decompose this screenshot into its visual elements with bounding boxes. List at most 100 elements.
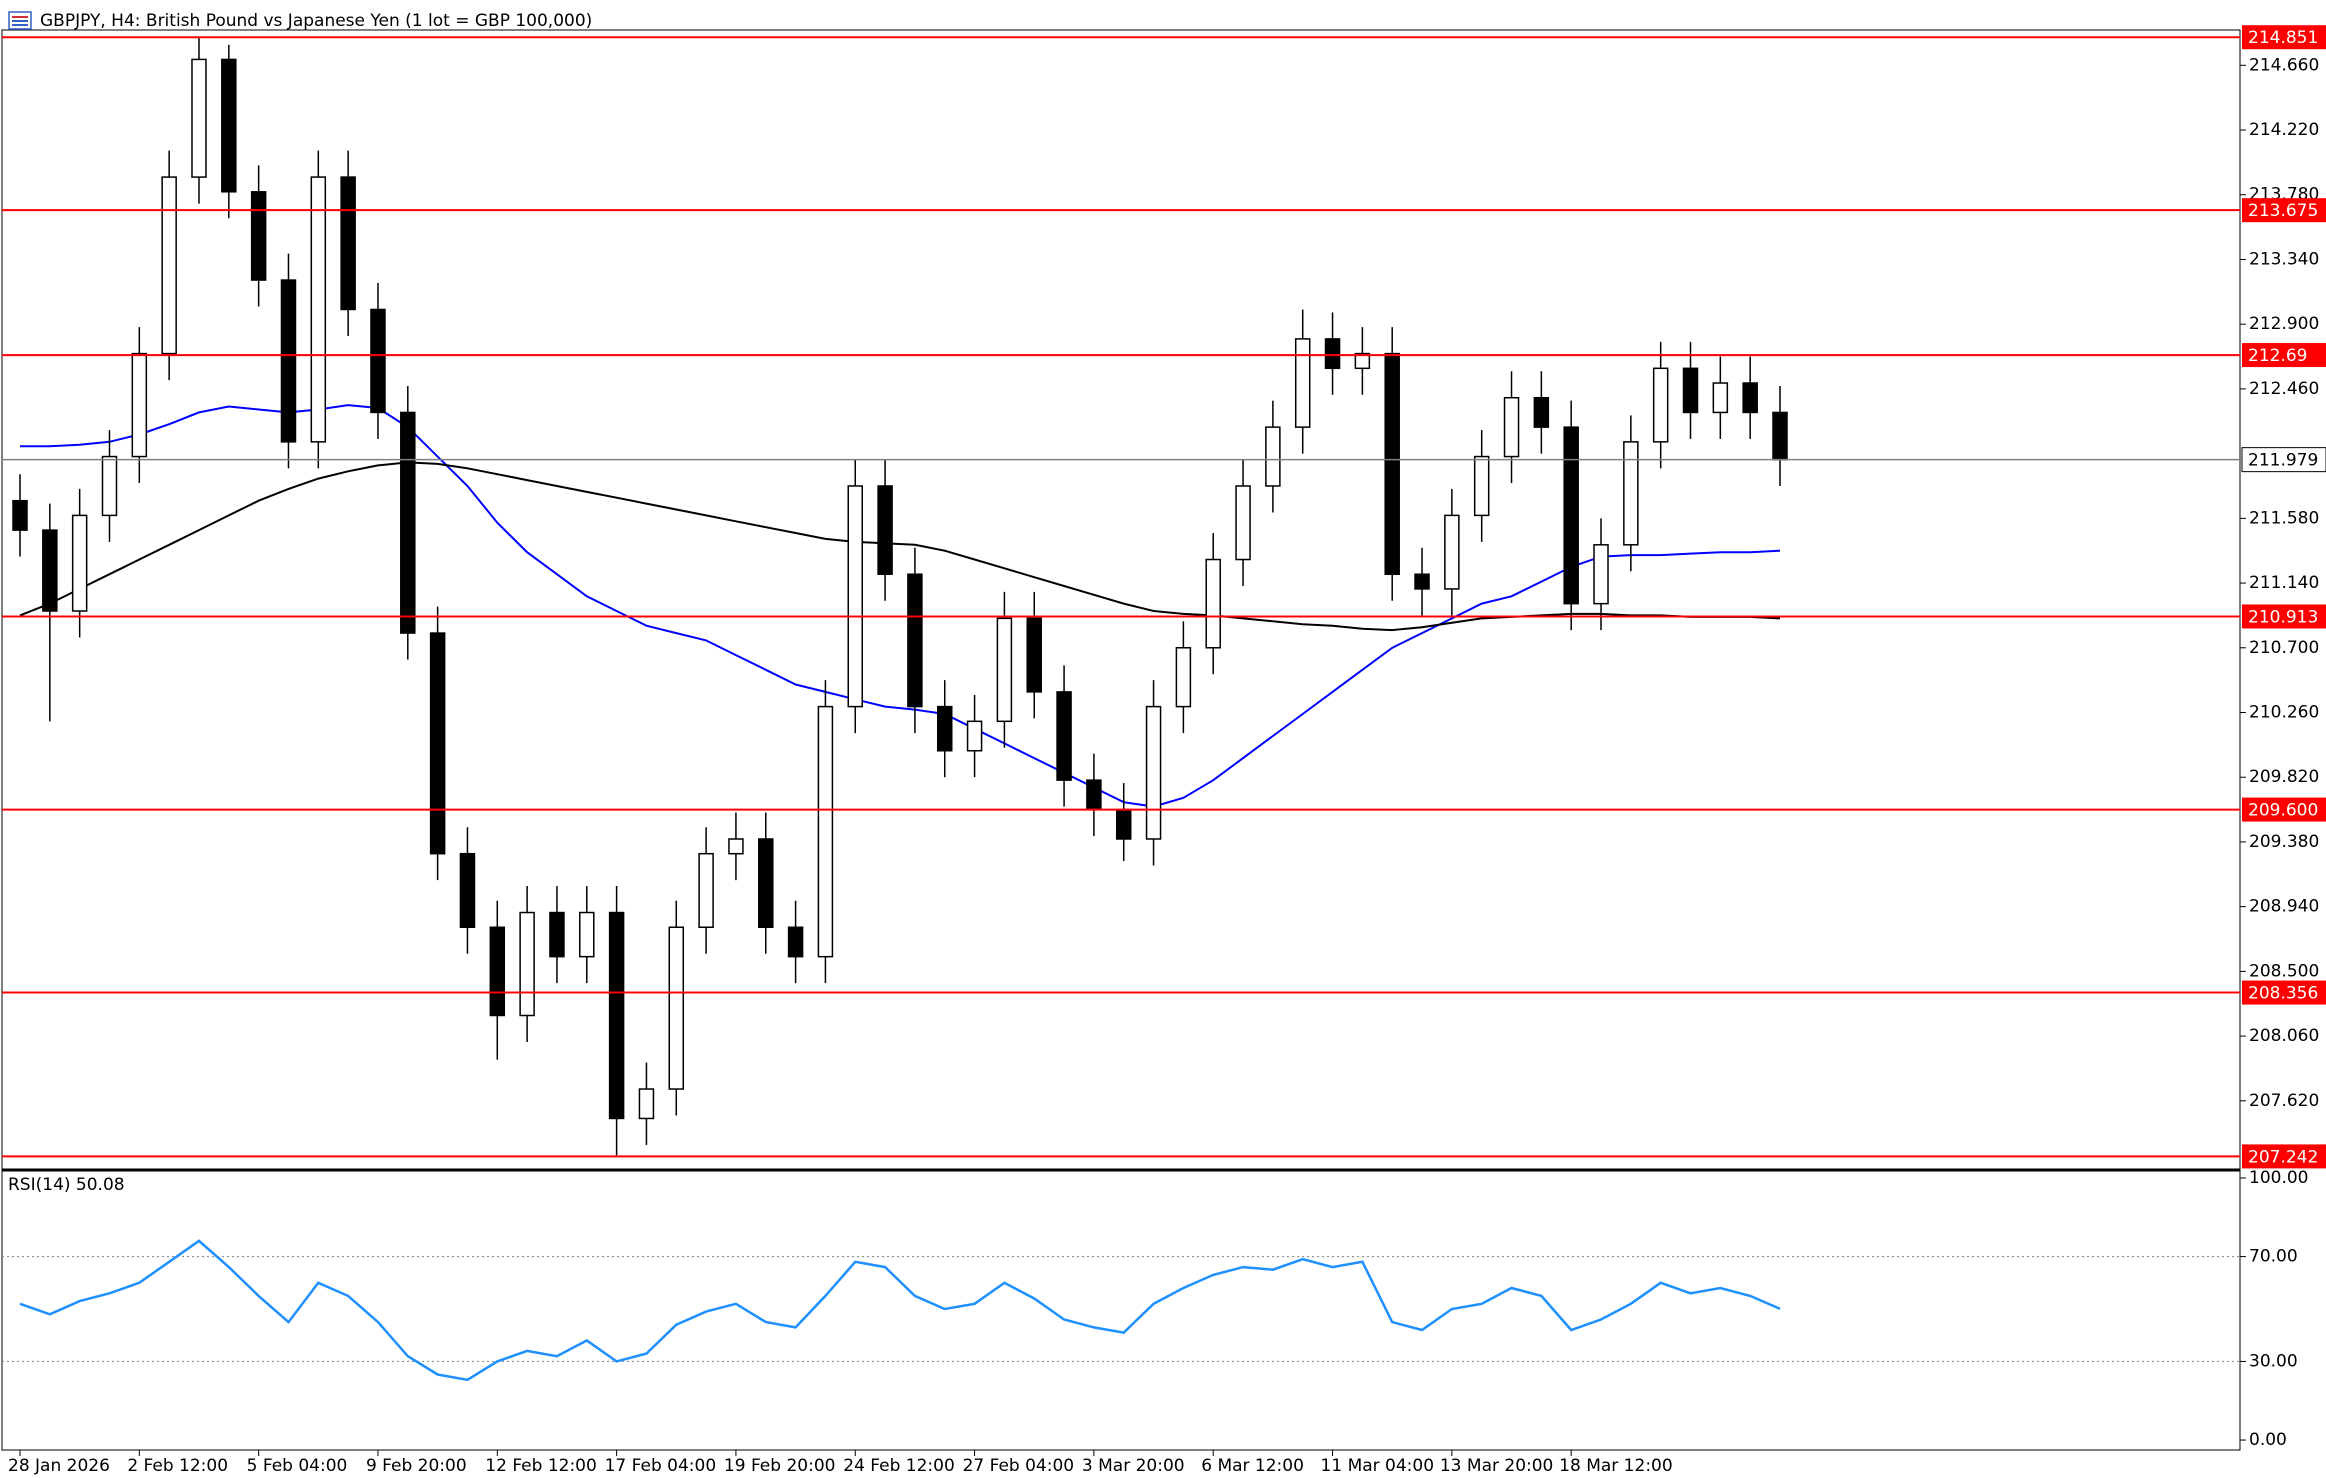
level-label-box [2242,1144,2326,1169]
y-tick-label: 214.220 [2249,120,2319,140]
current-price-box [2241,447,2326,473]
candle-body [1473,455,1490,517]
rsi-title: RSI(14) 50.08 [8,1175,125,1195]
candle-body [101,455,118,517]
candle-body [996,617,1013,723]
x-tick-label: 12 Feb 12:00 [485,1456,597,1476]
x-tick-label: 28 Jan 2026 [8,1456,110,1476]
candle-body [161,176,177,355]
rsi-y-tick-label: 30.00 [2249,1351,2298,1371]
candle-body [579,911,595,958]
x-tick-label: 5 Feb 04:00 [247,1456,348,1476]
level-label: 207.242 [2248,1147,2318,1167]
candle-body [459,852,476,928]
y-tick-label: 214.660 [2249,55,2319,75]
y-tick-label: 209.820 [2249,767,2319,787]
candle-body [728,838,744,855]
candle-body [1742,382,1758,414]
chart-title: GBPJPY, H4: British Pound vs Japanese Ye… [40,11,592,31]
y-tick-label: 209.380 [2249,832,2319,852]
candle-body [1652,367,1669,443]
y-tick-label: 208.060 [2249,1026,2319,1046]
candle-body [191,58,207,178]
level-label: 213.675 [2248,201,2318,221]
candle-body [1235,485,1251,561]
candle-body [608,911,625,1120]
candle-body [1682,367,1699,414]
y-tick-label: 208.940 [2249,897,2319,917]
level-label-box [2242,797,2326,822]
candle-body [280,279,297,443]
x-tick-label: 24 Feb 12:00 [843,1456,955,1476]
x-tick-label: 13 Mar 20:00 [1440,1456,1554,1476]
x-tick-label: 9 Feb 20:00 [366,1456,467,1476]
moving-average [19,461,1781,632]
y-tick-label: 212.460 [2249,379,2319,399]
candle-body [1354,352,1371,370]
candle-body [936,705,953,752]
candle-body [489,926,506,1017]
x-tick-label: 3 Mar 20:00 [1082,1456,1185,1476]
candle-body [1086,779,1102,811]
candle-body [1205,558,1221,649]
symbol-icon [8,11,32,30]
candle-body [1324,338,1341,370]
candle-body [549,911,565,958]
rsi-y-tick-label: 100.00 [2249,1168,2308,1188]
rsi-line [19,1239,1781,1382]
candle-body [1563,426,1579,605]
candle-body [12,499,28,531]
y-tick-label: 210.700 [2249,638,2319,658]
candle-body [966,720,983,752]
level-label-box [2242,604,2326,629]
y-tick-label: 208.500 [2249,961,2319,981]
y-tick-label: 210.260 [2249,702,2319,722]
candle-body [817,705,834,958]
candle-body [1056,691,1072,781]
candle-body [1026,617,1042,693]
x-tick-label: 2 Feb 12:00 [127,1456,228,1476]
candle-body [131,352,148,458]
level-label: 210.913 [2248,607,2318,627]
plot-frame [1,29,2241,1451]
level-label: 212.69 [2248,346,2307,366]
candle-body [1265,426,1281,487]
candle-body [250,191,267,281]
candle-body [907,573,923,708]
y-tick-label: 212.900 [2249,314,2319,334]
x-tick-label: 6 Mar 12:00 [1201,1456,1304,1476]
candle-body [1503,396,1520,458]
candle-body [758,838,774,928]
candle-body [638,1088,655,1120]
candle-body [1115,808,1132,840]
candle-body [1712,382,1729,414]
x-tick-label: 19 Feb 20:00 [724,1456,836,1476]
y-tick-label: 213.340 [2249,249,2319,269]
y-tick-label: 207.620 [2249,1091,2319,1111]
candle-body [519,911,535,1017]
candle-body [1384,352,1400,575]
rsi-y-tick-label: 0.00 [2249,1430,2287,1450]
y-tick-label: 211.580 [2249,508,2319,528]
level-label: 209.600 [2248,801,2318,821]
candle-body [1175,647,1192,708]
candle-body [847,485,864,708]
candle-body [429,632,446,855]
candle-body [1294,338,1311,428]
level-label-box [2242,980,2326,1005]
x-tick-label: 11 Mar 04:00 [1321,1456,1435,1476]
candle-body [1145,705,1162,840]
candle-body [877,485,893,575]
x-tick-label: 18 Mar 12:00 [1559,1456,1673,1476]
x-tick-label: 17 Feb 04:00 [605,1456,717,1476]
candle-body [787,926,804,958]
candle-body [1533,396,1550,428]
candle-body [221,58,237,193]
level-label: 214.851 [2248,28,2318,48]
candle-body [1444,514,1460,590]
candle-body [698,852,714,928]
candle-body [1593,544,1609,605]
